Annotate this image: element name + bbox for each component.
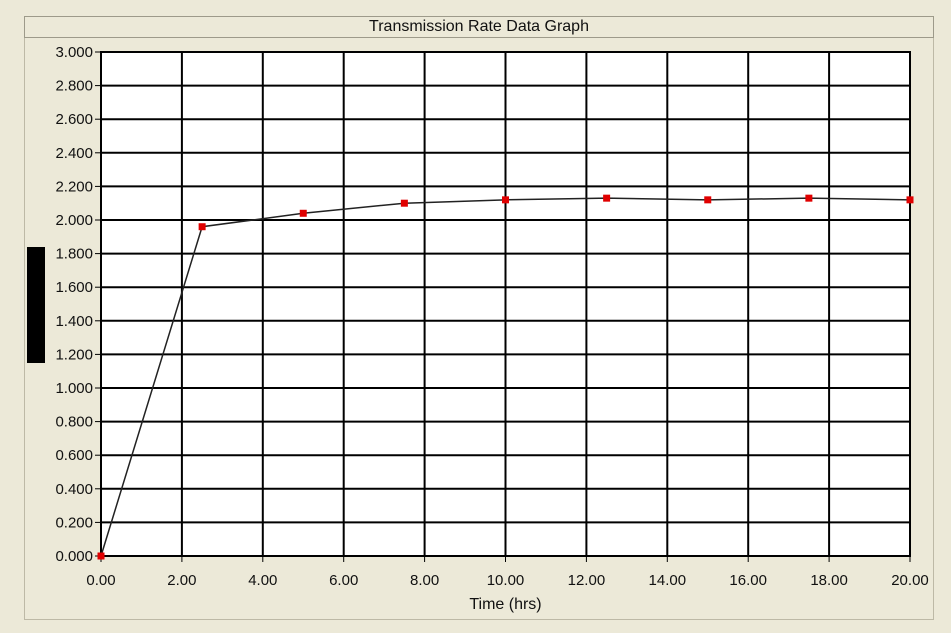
chart-title-bar: Transmission Rate Data Graph: [24, 16, 934, 38]
x-tick-label: 2.00: [167, 572, 196, 589]
y-tick-label: 1.200: [55, 346, 93, 363]
y-tick-label: 0.600: [55, 447, 93, 464]
plot-panel: [24, 38, 934, 620]
grid: [100, 51, 911, 557]
y-tick-label: 2.400: [55, 145, 93, 162]
chart-title: Transmission Rate Data Graph: [369, 18, 589, 35]
x-tick-label: 12.00: [568, 572, 606, 589]
y-axis-ticks: 0.000 0.200 0.400 0.600 0.800 1.000 1.200 1.400…: [55, 44, 101, 565]
y-tick-label: 1.400: [55, 313, 93, 330]
data-point: [97, 552, 105, 560]
data-point: [299, 209, 307, 217]
data-point: [400, 199, 408, 207]
x-tick-label: 18.00: [810, 572, 848, 589]
data-point: [704, 196, 712, 204]
y-tick-label: 1.000: [55, 380, 93, 397]
x-tick-label: 10.00: [487, 572, 525, 589]
y-tick-label: 0.200: [55, 514, 93, 531]
data-point: [906, 196, 914, 204]
data-point: [805, 194, 813, 202]
y-tick-label: 3.000: [55, 44, 93, 61]
x-tick-label: 8.00: [410, 572, 439, 589]
x-axis-ticks: 0.00 2.00 4.00 6.00 8.00 10.00 12.00 14.00 16.00…: [86, 556, 929, 589]
y-tick-label: 2.000: [55, 212, 93, 229]
x-tick-label: 6.00: [329, 572, 358, 589]
legend-swatch-block: [27, 247, 45, 363]
y-tick-label: 1.600: [55, 279, 93, 296]
y-tick-label: 0.800: [55, 414, 93, 431]
x-tick-label: 20.00: [891, 572, 929, 589]
x-tick-label: 0.00: [86, 572, 115, 589]
data-point: [603, 194, 611, 202]
y-tick-label: 2.800: [55, 78, 93, 95]
y-tick-label: 0.400: [55, 481, 93, 498]
x-tick-label: 16.00: [729, 572, 767, 589]
y-tick-label: 0.000: [55, 548, 93, 565]
x-tick-label: 14.00: [649, 572, 687, 589]
y-tick-label: 2.200: [55, 178, 93, 195]
series-layer: [97, 194, 914, 560]
y-tick-label: 1.800: [55, 246, 93, 263]
data-point: [198, 223, 206, 231]
x-tick-label: 4.00: [248, 572, 277, 589]
x-axis-title: Time (hrs): [469, 596, 541, 613]
data-point: [502, 196, 509, 204]
y-tick-label: 2.600: [55, 111, 93, 128]
